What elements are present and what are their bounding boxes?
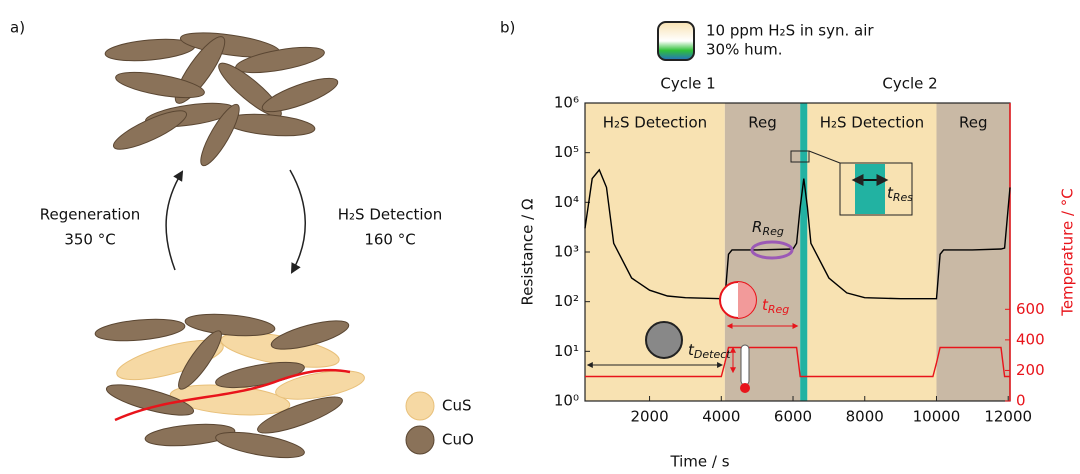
annotation: tDetect: [688, 341, 731, 362]
annotation-symbol: t: [887, 184, 894, 202]
highlight: [750, 240, 794, 260]
legend-label: 10 ppm H₂S in syn. air: [706, 22, 874, 40]
x-tick-label: 10000: [913, 408, 961, 426]
annotation-subscript: Reg: [762, 225, 783, 238]
legend-swatch: [405, 391, 435, 421]
region: [800, 103, 808, 401]
arrow: [165, 170, 184, 271]
annotation-symbol: t: [762, 296, 769, 314]
cuo-cus-cluster: [94, 313, 365, 459]
cuo-cluster-top: [104, 32, 339, 167]
annotation: tReg: [762, 296, 789, 317]
legend-label: CuS: [442, 397, 472, 415]
region-label: H₂S Detection: [603, 114, 707, 132]
clock-icon: [645, 321, 683, 359]
region: [936, 103, 1010, 401]
region-label: Reg: [748, 114, 777, 132]
x-tick-label: 2000: [630, 408, 668, 426]
clock-fill: [738, 282, 756, 318]
cycle-label: Cycle 1: [660, 75, 715, 93]
y-tick-label: 10¹: [554, 342, 579, 360]
panel-label: a): [10, 19, 25, 37]
y2-tick-label: 400: [1016, 330, 1045, 348]
label: 350 °C: [64, 231, 115, 249]
zoom-box: [790, 150, 810, 163]
region-label: Reg: [959, 114, 988, 132]
legend-swatch: [657, 21, 695, 61]
legend-label: 30% hum.: [706, 41, 783, 59]
y-tick-label: 10³: [554, 243, 579, 261]
y-axis-label: Resistance / Ω: [519, 199, 537, 306]
thermometer: [740, 344, 750, 386]
label: H₂S Detection: [338, 206, 442, 224]
x-tick-label: 12000: [984, 408, 1032, 426]
y-tick-label: 10⁶: [554, 94, 579, 112]
y2-tick-label: 600: [1016, 300, 1045, 318]
y-tick-label: 10⁴: [554, 193, 579, 211]
y2-axis-label: Temperature / °C: [1059, 188, 1077, 317]
thermometer-bulb: [740, 383, 750, 393]
annotation-subscript: Detect: [694, 348, 731, 361]
series-line: [584, 168, 1011, 300]
annotation: tRes: [887, 184, 913, 205]
series-line: [585, 346, 1010, 378]
legend-label: CuO: [442, 431, 474, 449]
inset-band: [855, 164, 885, 214]
label: Regeneration: [40, 206, 141, 224]
y2-tick-label: 200: [1016, 361, 1045, 379]
x-tick-label: 4000: [702, 408, 740, 426]
cycle-label: Cycle 2: [882, 75, 937, 93]
annotation-symbol: R: [752, 218, 762, 236]
region: [807, 103, 937, 401]
x-tick-label: 6000: [774, 408, 812, 426]
arrow: [289, 169, 306, 274]
y-tick-label: 10²: [554, 292, 579, 310]
y-tick-label: 10⁰: [554, 392, 579, 410]
annotation: RReg: [752, 218, 784, 239]
zoom-line: [808, 150, 841, 164]
region: [724, 103, 801, 401]
annotation-subscript: Res: [893, 191, 913, 204]
legend-swatch: [405, 425, 435, 455]
panel-label: b): [500, 19, 515, 37]
region-label: H₂S Detection: [820, 114, 924, 132]
annotation-symbol: t: [688, 341, 695, 359]
y-tick-label: 10⁵: [554, 143, 579, 161]
label: 160 °C: [364, 231, 415, 249]
x-tick-label: 8000: [846, 408, 884, 426]
y2-tick-label: 0: [1016, 392, 1026, 410]
x-axis-label: Time / s: [669, 453, 729, 471]
annotation-subscript: Reg: [768, 303, 789, 316]
